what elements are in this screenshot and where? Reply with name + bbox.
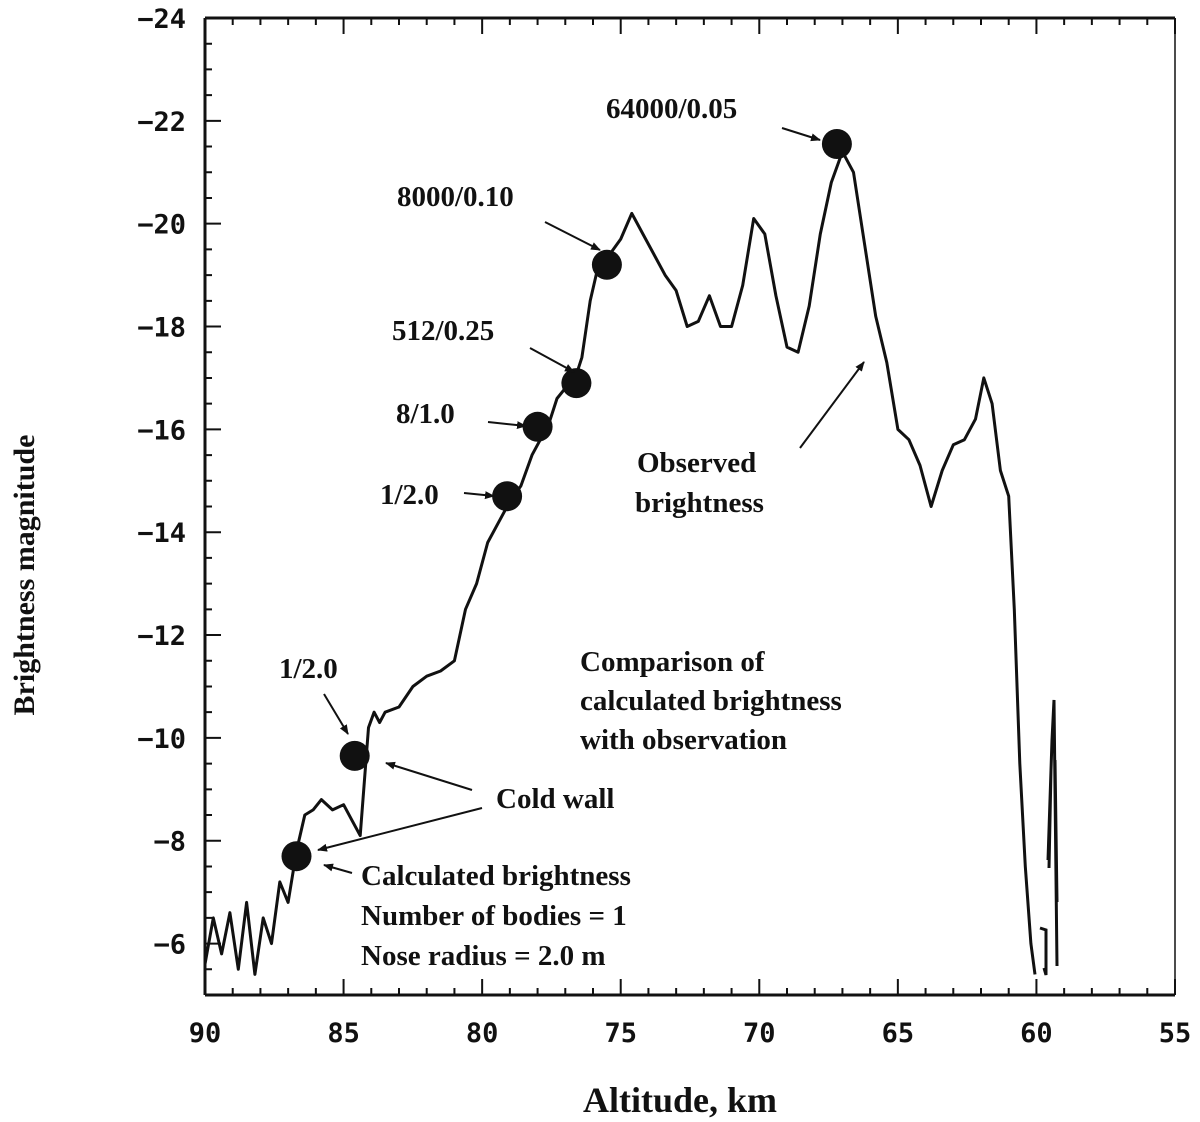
calculated-line2: Number of bodies = 1	[361, 900, 627, 932]
arrow-cold-wall-upper	[385, 761, 473, 791]
x-tick-label: 75	[604, 1018, 637, 1049]
arrow-1-2-lower	[323, 693, 349, 735]
comparison-line3: with observation	[580, 724, 787, 756]
observed-spikes	[1039, 699, 1059, 976]
observed-label-line2: brightness	[635, 487, 764, 519]
spike-line	[1039, 699, 1059, 976]
calculated-point	[281, 841, 312, 872]
y-axis-title: Brightness magnitude	[8, 435, 41, 716]
calculated-points	[281, 129, 852, 872]
comparison-line2: calculated brightness	[580, 685, 842, 717]
calculated-point	[522, 411, 553, 442]
arrow-64000	[781, 127, 821, 142]
comparison-line1: Comparison of	[580, 646, 765, 678]
x-tick-label: 65	[882, 1018, 915, 1049]
y-tick-label: −14	[137, 518, 186, 549]
label-8-1: 8/1.0	[396, 398, 455, 430]
y-tick-labels: −24 −22 −20 −18 −16 −14 −12 −10 −8 −6	[137, 4, 186, 961]
label-64000: 64000/0.05	[606, 93, 737, 125]
observed-series	[203, 150, 1037, 976]
observed-label-line1: Observed	[637, 447, 756, 479]
arrow-1-2-upper	[463, 491, 495, 500]
arrow-512	[529, 347, 575, 373]
arrow-observed	[799, 361, 865, 449]
calculated-line3: Nose radius = 2.0 m	[361, 940, 606, 972]
label-512: 512/0.25	[392, 315, 494, 347]
calculated-point	[821, 129, 852, 159]
calculated-point	[561, 368, 592, 399]
observed-line	[203, 150, 1037, 976]
annotations: 64000/0.05 8000/0.10 512/0.25 8/1.0 1/2.…	[279, 93, 865, 972]
y-tick-label: −16	[137, 415, 186, 446]
calculated-point	[591, 249, 622, 280]
y-tick-label: −24	[137, 4, 186, 35]
y-tick-label: −12	[137, 621, 186, 652]
axis-ticks	[204, 17, 1176, 996]
calculated-line1: Calculated brightness	[361, 860, 631, 892]
y-tick-label: −22	[137, 107, 186, 138]
arrow-cold-wall-lower	[317, 807, 483, 852]
label-1-2-lower: 1/2.0	[279, 653, 338, 685]
tick-marks	[204, 17, 1176, 996]
x-tick-label: 85	[327, 1018, 360, 1049]
arrow-8000	[544, 221, 601, 251]
arrow-calculated	[323, 863, 353, 874]
y-tick-label: −18	[137, 313, 186, 344]
plot-frame	[203, 16, 1176, 997]
label-8000: 8000/0.10	[397, 181, 514, 213]
y-tick-label: −6	[153, 930, 186, 961]
arrow-8-1	[487, 421, 527, 430]
calculated-point	[492, 481, 523, 512]
x-tick-label: 55	[1159, 1018, 1192, 1049]
y-tick-label: −8	[153, 827, 186, 858]
label-1-2-upper: 1/2.0	[380, 479, 439, 511]
calculated-point	[339, 740, 370, 771]
x-tick-label: 70	[743, 1018, 776, 1049]
x-tick-label: 90	[189, 1018, 222, 1049]
x-tick-label: 60	[1020, 1018, 1053, 1049]
cold-wall-label: Cold wall	[496, 783, 614, 815]
x-tick-labels: 90 85 80 75 70 65 60 55	[189, 1018, 1192, 1049]
x-tick-label: 80	[466, 1018, 499, 1049]
y-tick-label: −10	[137, 724, 186, 755]
y-tick-label: −20	[137, 210, 186, 241]
x-axis-title: Altitude, km	[583, 1080, 777, 1120]
